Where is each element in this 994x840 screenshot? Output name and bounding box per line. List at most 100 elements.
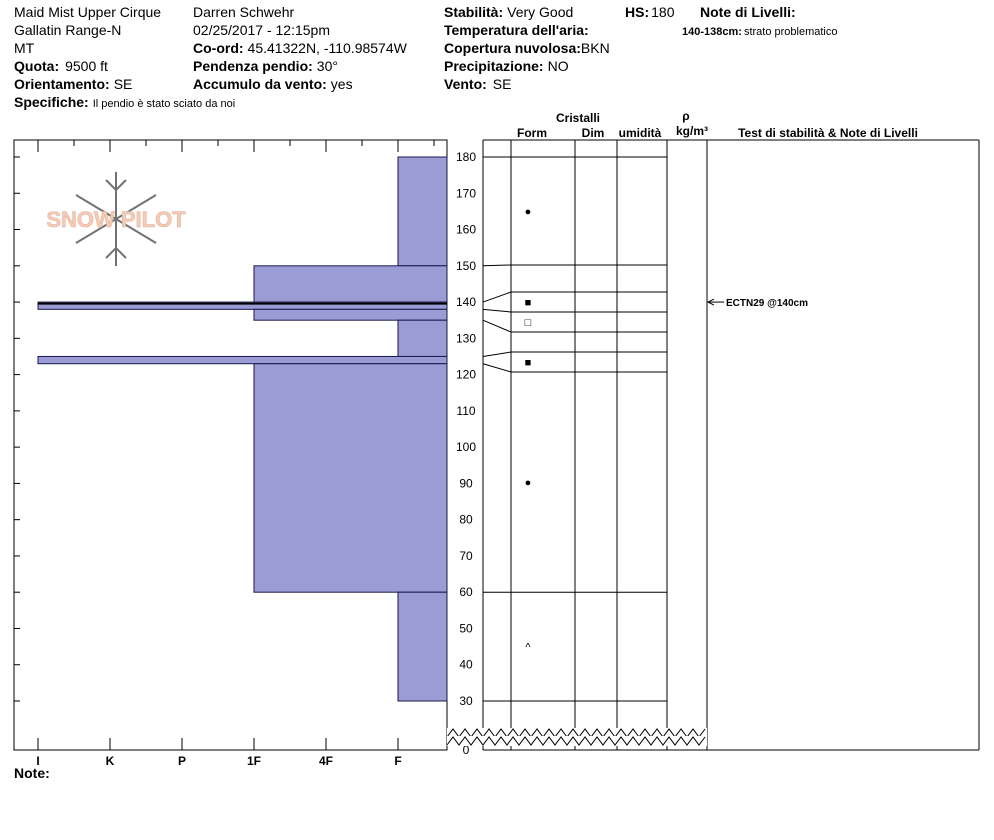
coords: Co-ord: 45.41322N, -110.98574W <box>193 40 408 56</box>
tests-header: Test di stabilità & Note di Livelli <box>738 126 918 140</box>
arrow-head <box>706 298 715 306</box>
range: 140-138cm: <box>682 26 742 38</box>
layer-boundary <box>482 363 667 373</box>
grain-form: ● <box>525 477 532 489</box>
value: 9500 ft <box>65 58 108 74</box>
layer-boundary <box>482 291 667 303</box>
value: Very Good <box>507 4 573 20</box>
sky: Copertura nuvolosa:BKN <box>444 40 610 56</box>
label: Co-ord: <box>193 40 244 56</box>
label: Quota: <box>14 58 59 74</box>
x-tick-label: 4F <box>319 754 333 768</box>
axis-break <box>446 736 706 746</box>
layer-boundary <box>482 319 667 333</box>
precip: Precipitazione: NO <box>444 58 569 74</box>
layer-boundary <box>482 264 667 267</box>
stability: Stabilità: Very Good <box>444 4 573 20</box>
layer <box>37 355 448 365</box>
y-tick-label: 30 <box>459 694 473 708</box>
axis-break <box>446 728 706 738</box>
y-tick-label: 140 <box>456 295 476 309</box>
y-tick-label: 160 <box>456 223 476 237</box>
test-label: ECTN29 @140cm <box>726 298 808 309</box>
snowflake <box>75 172 157 266</box>
label: Vento: <box>444 76 487 92</box>
value: SE <box>114 76 133 92</box>
specifics: Specifiche: Il pendio è stato sciato da n… <box>14 94 235 110</box>
grain-form: ■ <box>525 297 532 309</box>
header: Maid Mist Upper Cirque Gallatin Range-N … <box>14 4 837 110</box>
density-unit: kg/m³ <box>676 124 708 138</box>
y-tick-label: 0 <box>463 743 470 757</box>
label: Stabilità: <box>444 4 503 20</box>
layer-notes-title: Note di Livelli: <box>700 4 796 20</box>
location: Maid Mist Upper Cirque <box>14 4 161 20</box>
layer-boundary <box>482 351 667 357</box>
state: MT <box>14 40 35 56</box>
break-mask <box>447 728 707 738</box>
range: Gallatin Range-N <box>14 22 121 38</box>
layer-boundary <box>482 308 667 313</box>
y-tick-label: 110 <box>456 404 475 418</box>
label: Specifiche: <box>14 94 89 110</box>
layer <box>253 363 448 593</box>
crystals: Cristalli <box>556 111 600 125</box>
grain-form: ■ <box>525 357 532 369</box>
label: Pendenza pendio: <box>193 58 313 74</box>
y-tick-label: 130 <box>456 331 476 345</box>
air-temp: Temperatura dell'aria: <box>444 22 589 38</box>
datetime: 02/25/2017 - 12:15pm <box>193 22 330 38</box>
text: strato problematico <box>744 26 838 38</box>
grain-form: ● <box>525 206 532 218</box>
x-tick-label: F <box>394 754 401 768</box>
note: Note: <box>14 765 50 781</box>
value: Il pendio è stato sciato da noi <box>93 98 235 110</box>
observer: Darren Schwehr <box>193 4 294 20</box>
column-headers: Cristalli Form Dim umidità ρ kg/m³ Test … <box>517 109 918 140</box>
layer-note: 140-138cm: strato problematico <box>682 26 837 38</box>
layer <box>397 156 448 267</box>
layer <box>397 591 448 702</box>
elevation: Quota: 9500 ft <box>14 58 108 74</box>
hs: HS: 180 <box>625 4 675 20</box>
moisture: umidità <box>619 126 662 140</box>
label: HS: <box>625 4 649 20</box>
value: 45.41322N, -110.98574W <box>248 40 408 56</box>
value: BKN <box>581 40 610 56</box>
aspect: Orientamento: SE <box>14 76 132 92</box>
y-tick-label: 120 <box>456 368 476 382</box>
layer <box>253 265 448 303</box>
wind: Vento: SE <box>444 76 511 92</box>
value: 180 <box>651 4 675 20</box>
logo: SNOW PILOT <box>46 172 187 266</box>
value: 30° <box>317 58 338 74</box>
layer <box>37 301 448 310</box>
x-tick-label: I <box>36 754 39 768</box>
x-tick-label: K <box>106 754 115 768</box>
label: Copertura nuvolosa: <box>444 40 581 56</box>
y-tick-label: 90 <box>459 476 473 490</box>
y-tick-label: 170 <box>456 186 476 200</box>
grain-form: ^ <box>525 642 531 654</box>
label: Precipitazione: <box>444 58 544 74</box>
x-tick-label: P <box>178 754 186 768</box>
y-tick-label: 60 <box>459 585 473 599</box>
form: Form <box>517 126 547 140</box>
size: Dim <box>582 126 605 140</box>
y-tick-label: 100 <box>456 440 476 454</box>
rho: ρ <box>682 109 689 123</box>
layer <box>397 319 448 357</box>
x-tick-label: 1F <box>247 754 261 768</box>
y-tick-label: 150 <box>456 259 476 273</box>
label: Accumulo da vento: <box>193 76 327 92</box>
value: NO <box>548 58 569 74</box>
y-tick-label: 180 <box>456 150 476 164</box>
value: SE <box>493 76 512 92</box>
label: Orientamento: <box>14 76 110 92</box>
logo-text: SNOW PILOT <box>46 207 186 232</box>
slope: Pendenza pendio: 30° <box>193 58 338 74</box>
y-tick-label: 50 <box>459 621 473 635</box>
grain-form: □ <box>525 317 532 329</box>
value: yes <box>331 76 353 92</box>
